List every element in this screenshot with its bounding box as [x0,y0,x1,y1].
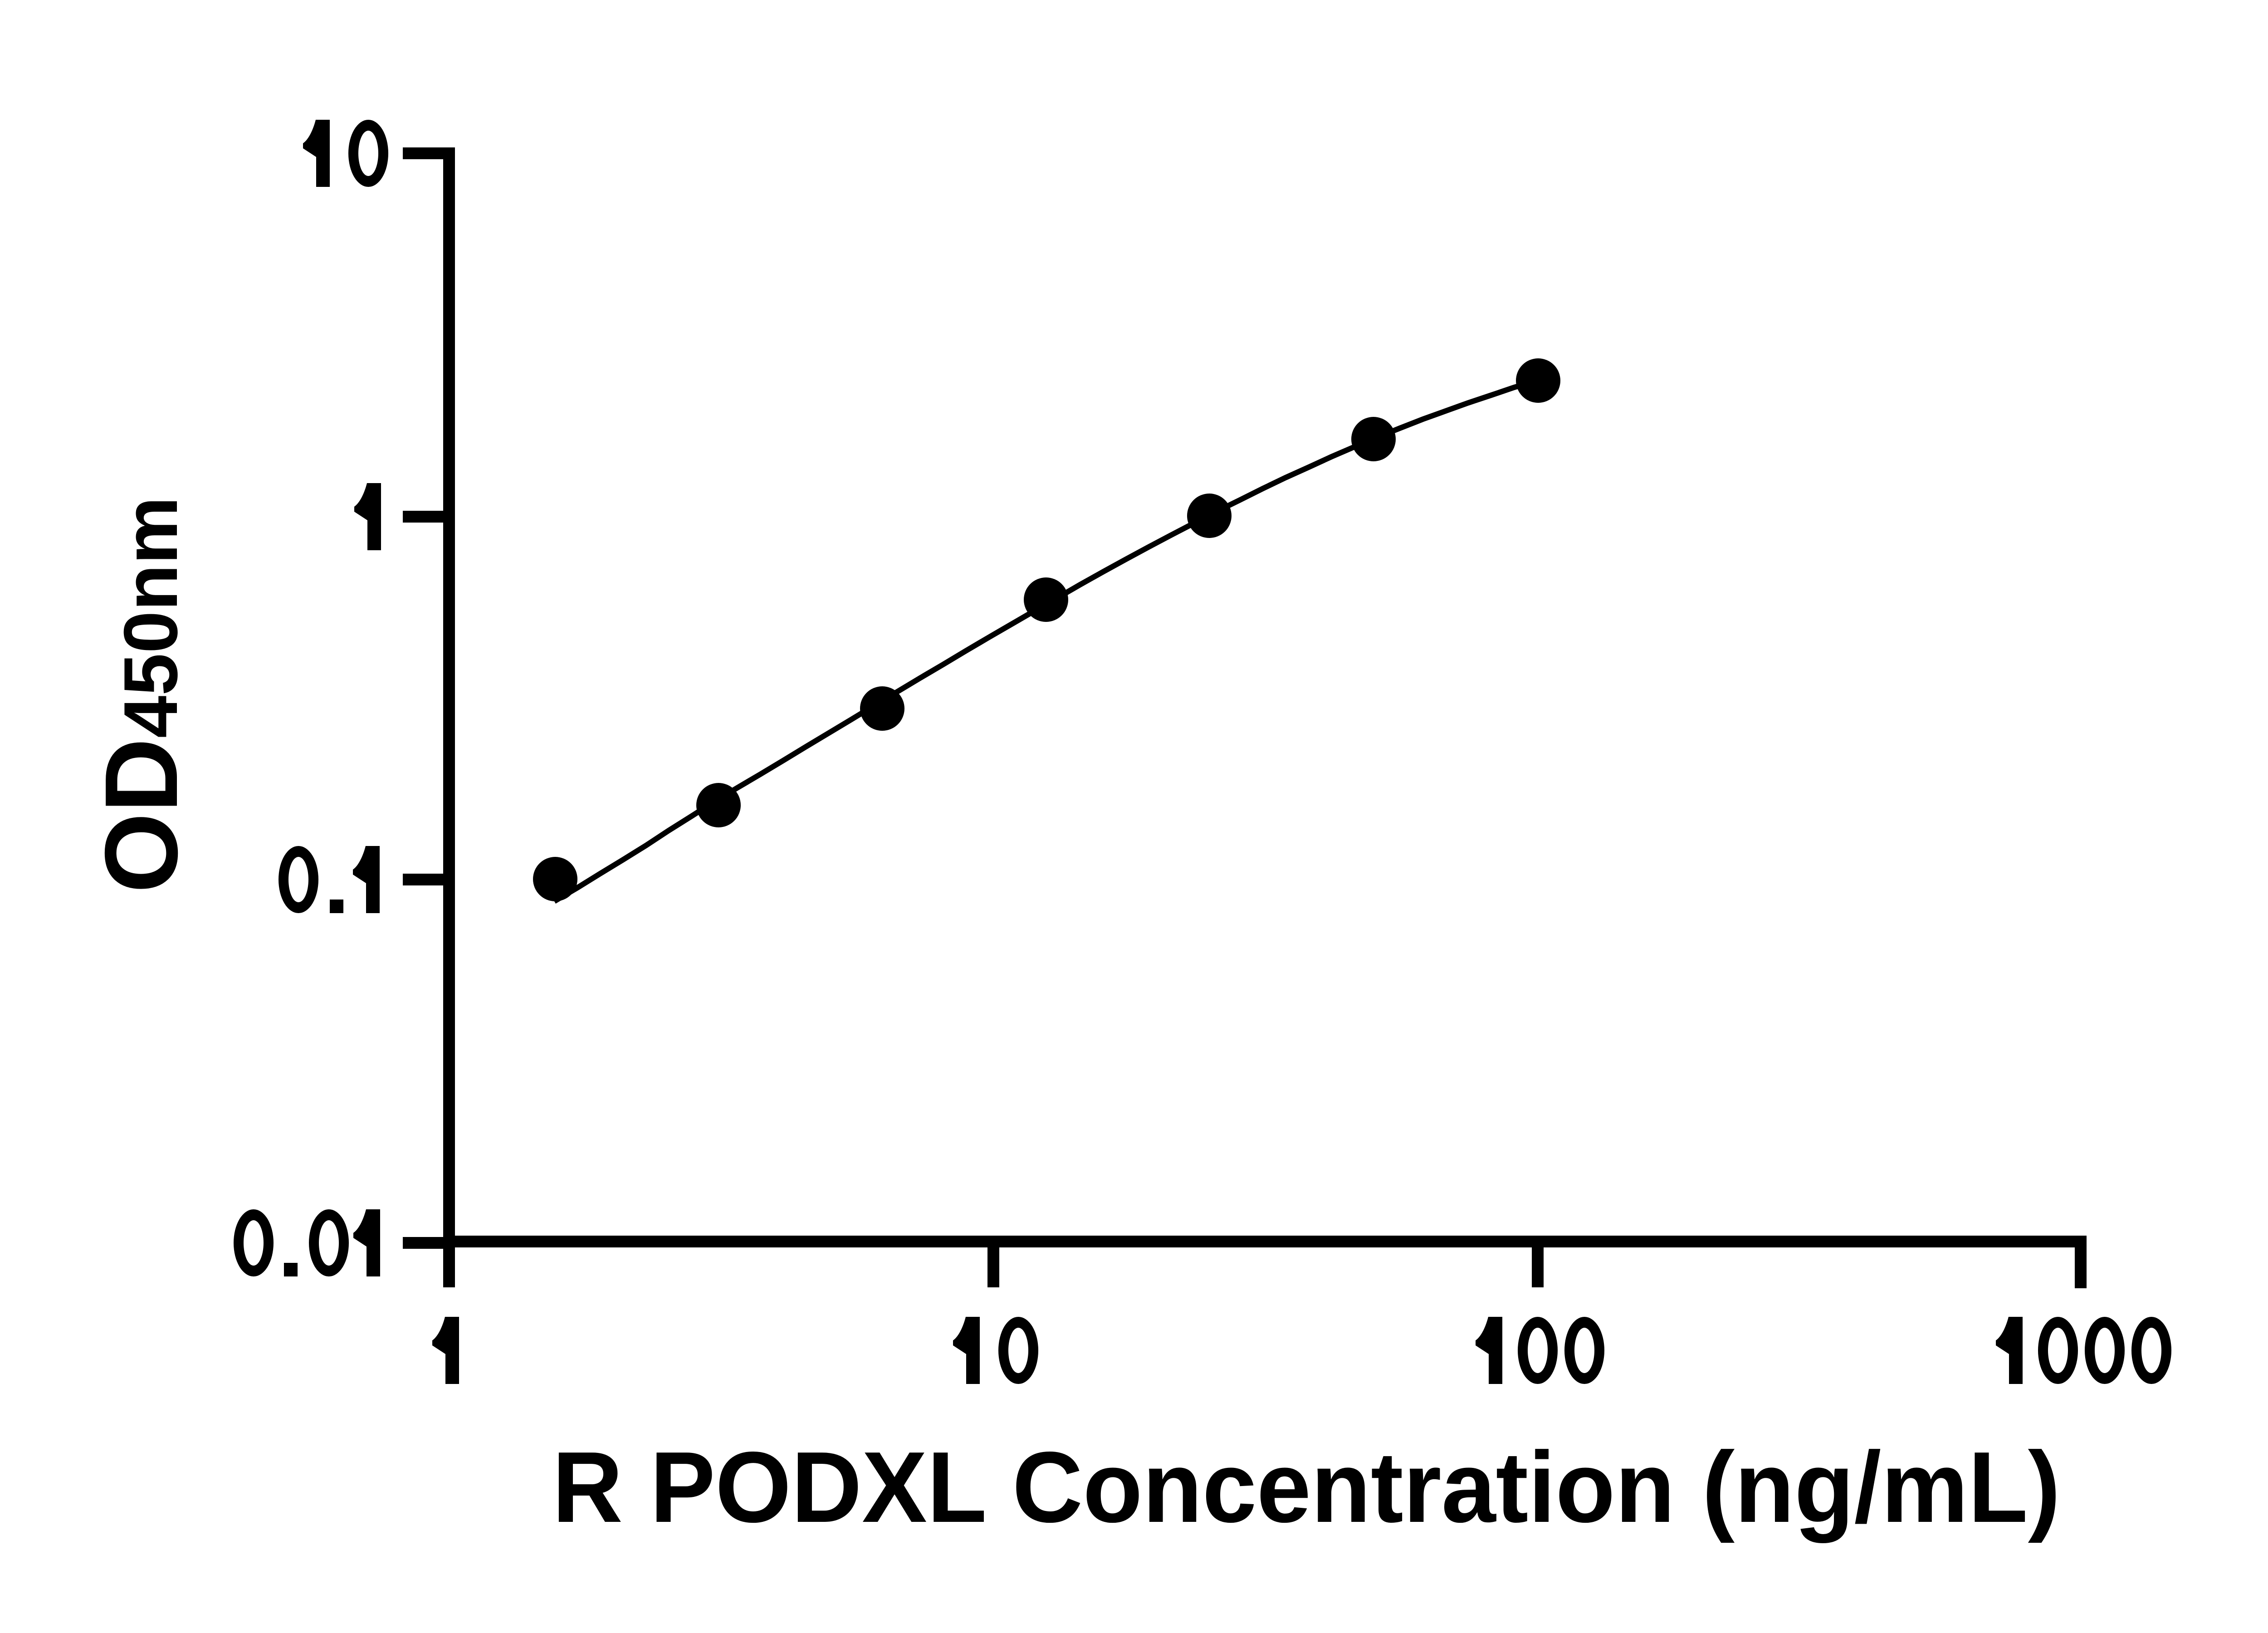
svg-text:OD450nm: OD450nm [84,497,199,893]
svg-text:R PODXL Concentration (ng/mL): R PODXL Concentration (ng/mL) [552,1431,2061,1544]
